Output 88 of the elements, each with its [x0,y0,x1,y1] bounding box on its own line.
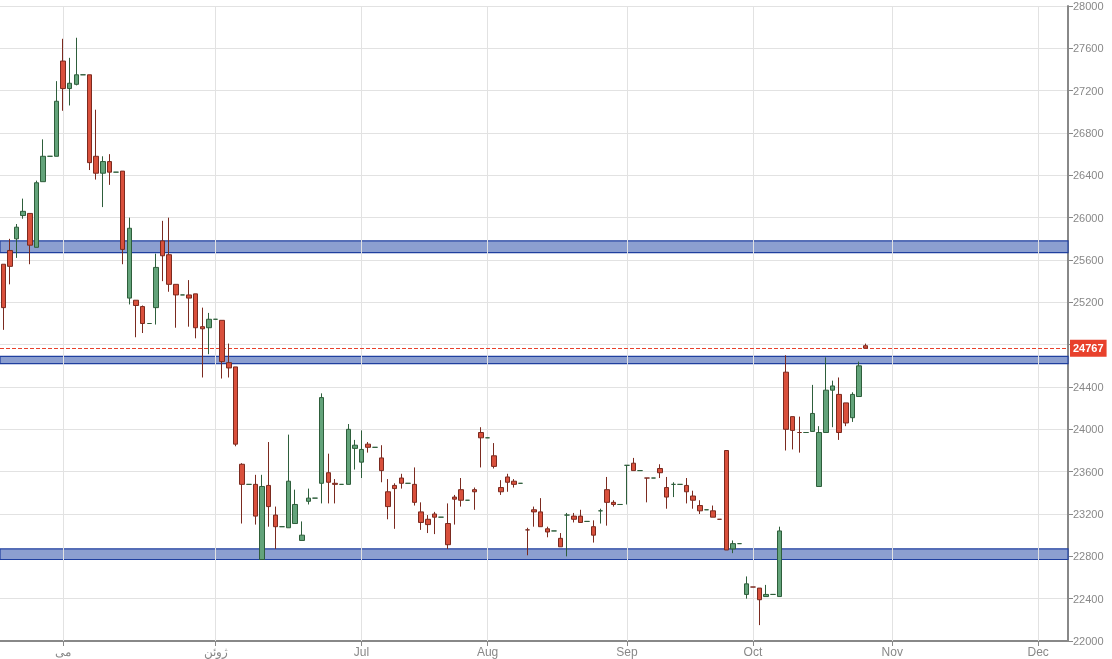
x-tick-label: Aug [476,645,499,659]
candlestick [107,153,112,186]
candlestick [412,466,417,507]
candlestick [306,488,311,505]
candlestick [730,539,736,554]
y-tick-label: 22000 [1073,635,1104,647]
candlestick [359,429,364,479]
candlestick [797,416,802,454]
candlestick [206,312,212,355]
candlestick [200,307,205,378]
y-tick-label: 24000 [1073,423,1104,436]
x-tick-label: Dec [1027,645,1049,659]
candlestick [60,38,66,112]
y-tick-label: 27200 [1073,84,1104,97]
candlestick [671,481,676,498]
candlestick [432,511,437,535]
candlestick [724,450,729,551]
candlestick [744,575,749,600]
candlestick [491,442,497,469]
y-tick-label: 24400 [1073,381,1104,393]
candlestick [710,505,716,518]
candlestick [445,502,451,550]
candlestick [74,37,79,86]
y-tick-label: 28000 [1073,0,1104,12]
candlestick [27,212,33,265]
candlestick [153,253,159,326]
x-tick-label: ژوئن [203,645,228,659]
candlestick [763,584,769,598]
candlestick [253,474,258,526]
candlestick [697,499,703,515]
candlestick [299,520,305,541]
candlestick [34,180,39,248]
ref-line-label: 24767 [1073,342,1104,355]
candlestick [498,479,504,496]
candlestick [365,441,371,454]
x-tick-label: Oct [743,645,763,659]
y-tick-label: 25200 [1073,296,1104,309]
y-tick-label: 26400 [1073,169,1104,182]
candlestick [598,508,603,525]
candlestick [133,299,139,338]
candlestick [385,478,391,520]
y-tick-label: 26000 [1073,211,1104,224]
x-tick-label: Sep [616,645,638,659]
candlestick [664,476,669,510]
candlestick [20,198,26,220]
candlestick [273,506,278,550]
candlestick [266,441,271,528]
candlestick [690,490,696,510]
candlestick [624,464,630,505]
candlestick [863,343,868,349]
candlestick [140,305,145,334]
candlestick [525,527,530,556]
candlestick [684,477,689,504]
candlestick [564,512,570,557]
candlestick [14,223,19,259]
candlestick [120,170,125,265]
candlestick [326,453,331,504]
y-tick-label: 25600 [1073,254,1104,266]
candlestick [127,217,132,305]
candlestick [392,482,397,530]
candlestick [67,57,72,106]
y-tick-label: 22400 [1073,592,1104,605]
candlestick [810,384,815,432]
y-tick-label: 27600 [1073,42,1104,55]
y-tick-label: 23600 [1073,465,1104,478]
candlestick [319,392,324,504]
candlestick [472,487,477,511]
candlestick [478,426,484,468]
candlestick [644,477,650,503]
candlestick [40,138,46,183]
candlestick [219,319,225,380]
candlestick [545,526,550,538]
candlestick [100,155,106,208]
x-tick-label: می [55,645,72,659]
candlestick [259,474,265,561]
candlestick [558,532,563,548]
candlestick [332,478,338,504]
candlestick [379,444,384,483]
candlestick [631,457,636,472]
candlestick [239,462,245,525]
x-tick-label: Nov [881,645,903,659]
candlestick [657,463,663,479]
y-tick-label: 22800 [1073,550,1104,563]
y-tick-label: 23200 [1073,508,1104,520]
y-tick-label: 26800 [1073,127,1104,139]
candlestick [591,519,596,544]
x-tick-label: Jul [353,645,370,659]
candlestick [399,473,404,490]
